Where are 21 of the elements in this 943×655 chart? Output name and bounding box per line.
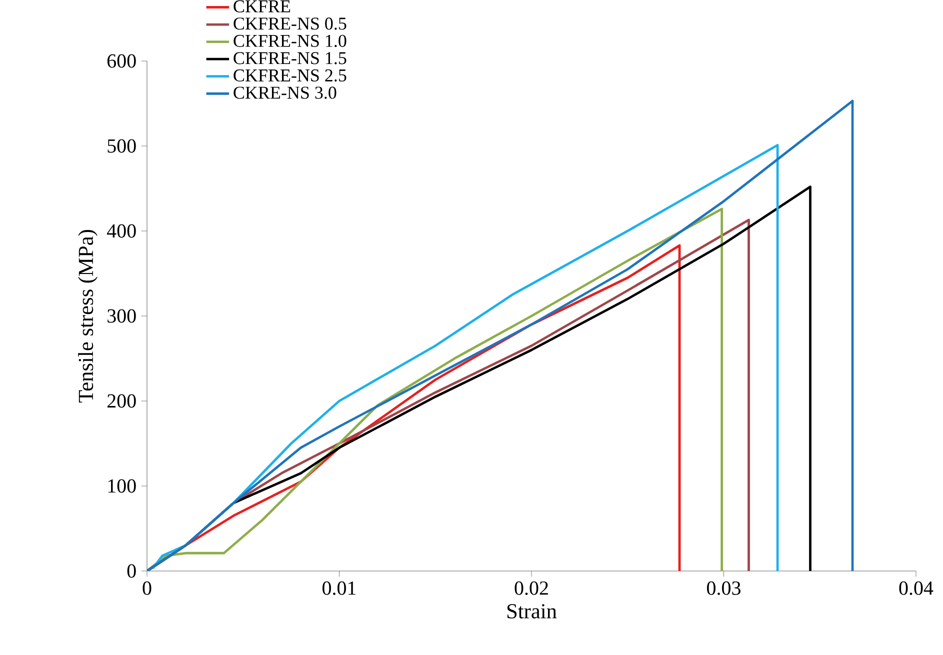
x-axis-title: Strain <box>507 604 557 618</box>
y-tick-label: 100 <box>108 479 136 493</box>
x-tick-label: 0.01 <box>322 581 356 595</box>
x-tick-label: 0.03 <box>707 581 740 595</box>
y-tick-label: 500 <box>108 139 136 153</box>
y-tick-label: 600 <box>107 54 136 68</box>
legend-label: CKFRE-NS 1.0 <box>234 34 346 48</box>
legend-label: CKFRE-NS 0.5 <box>234 18 346 30</box>
x-tick-label: 0.02 <box>514 581 548 595</box>
y-tick-label: 0 <box>127 564 136 578</box>
legend-label: CKFRE-NS 1.5 <box>234 52 346 64</box>
x-tick-label: 0.04 <box>899 581 934 595</box>
y-tick-label: 400 <box>107 224 136 238</box>
legend-label: CKRE-NS 3.0 <box>234 86 336 99</box>
x-tick-label: 0 <box>142 581 152 595</box>
legend-label: CKFRE-NS 2.5 <box>234 69 346 82</box>
line-series <box>147 100 854 571</box>
y-tick-label: 200 <box>107 394 136 408</box>
y-axis-title: Tensile stress (MPa) <box>78 230 98 403</box>
y-tick-label: 300 <box>108 309 136 323</box>
legend-label: CKFRE <box>234 0 290 12</box>
